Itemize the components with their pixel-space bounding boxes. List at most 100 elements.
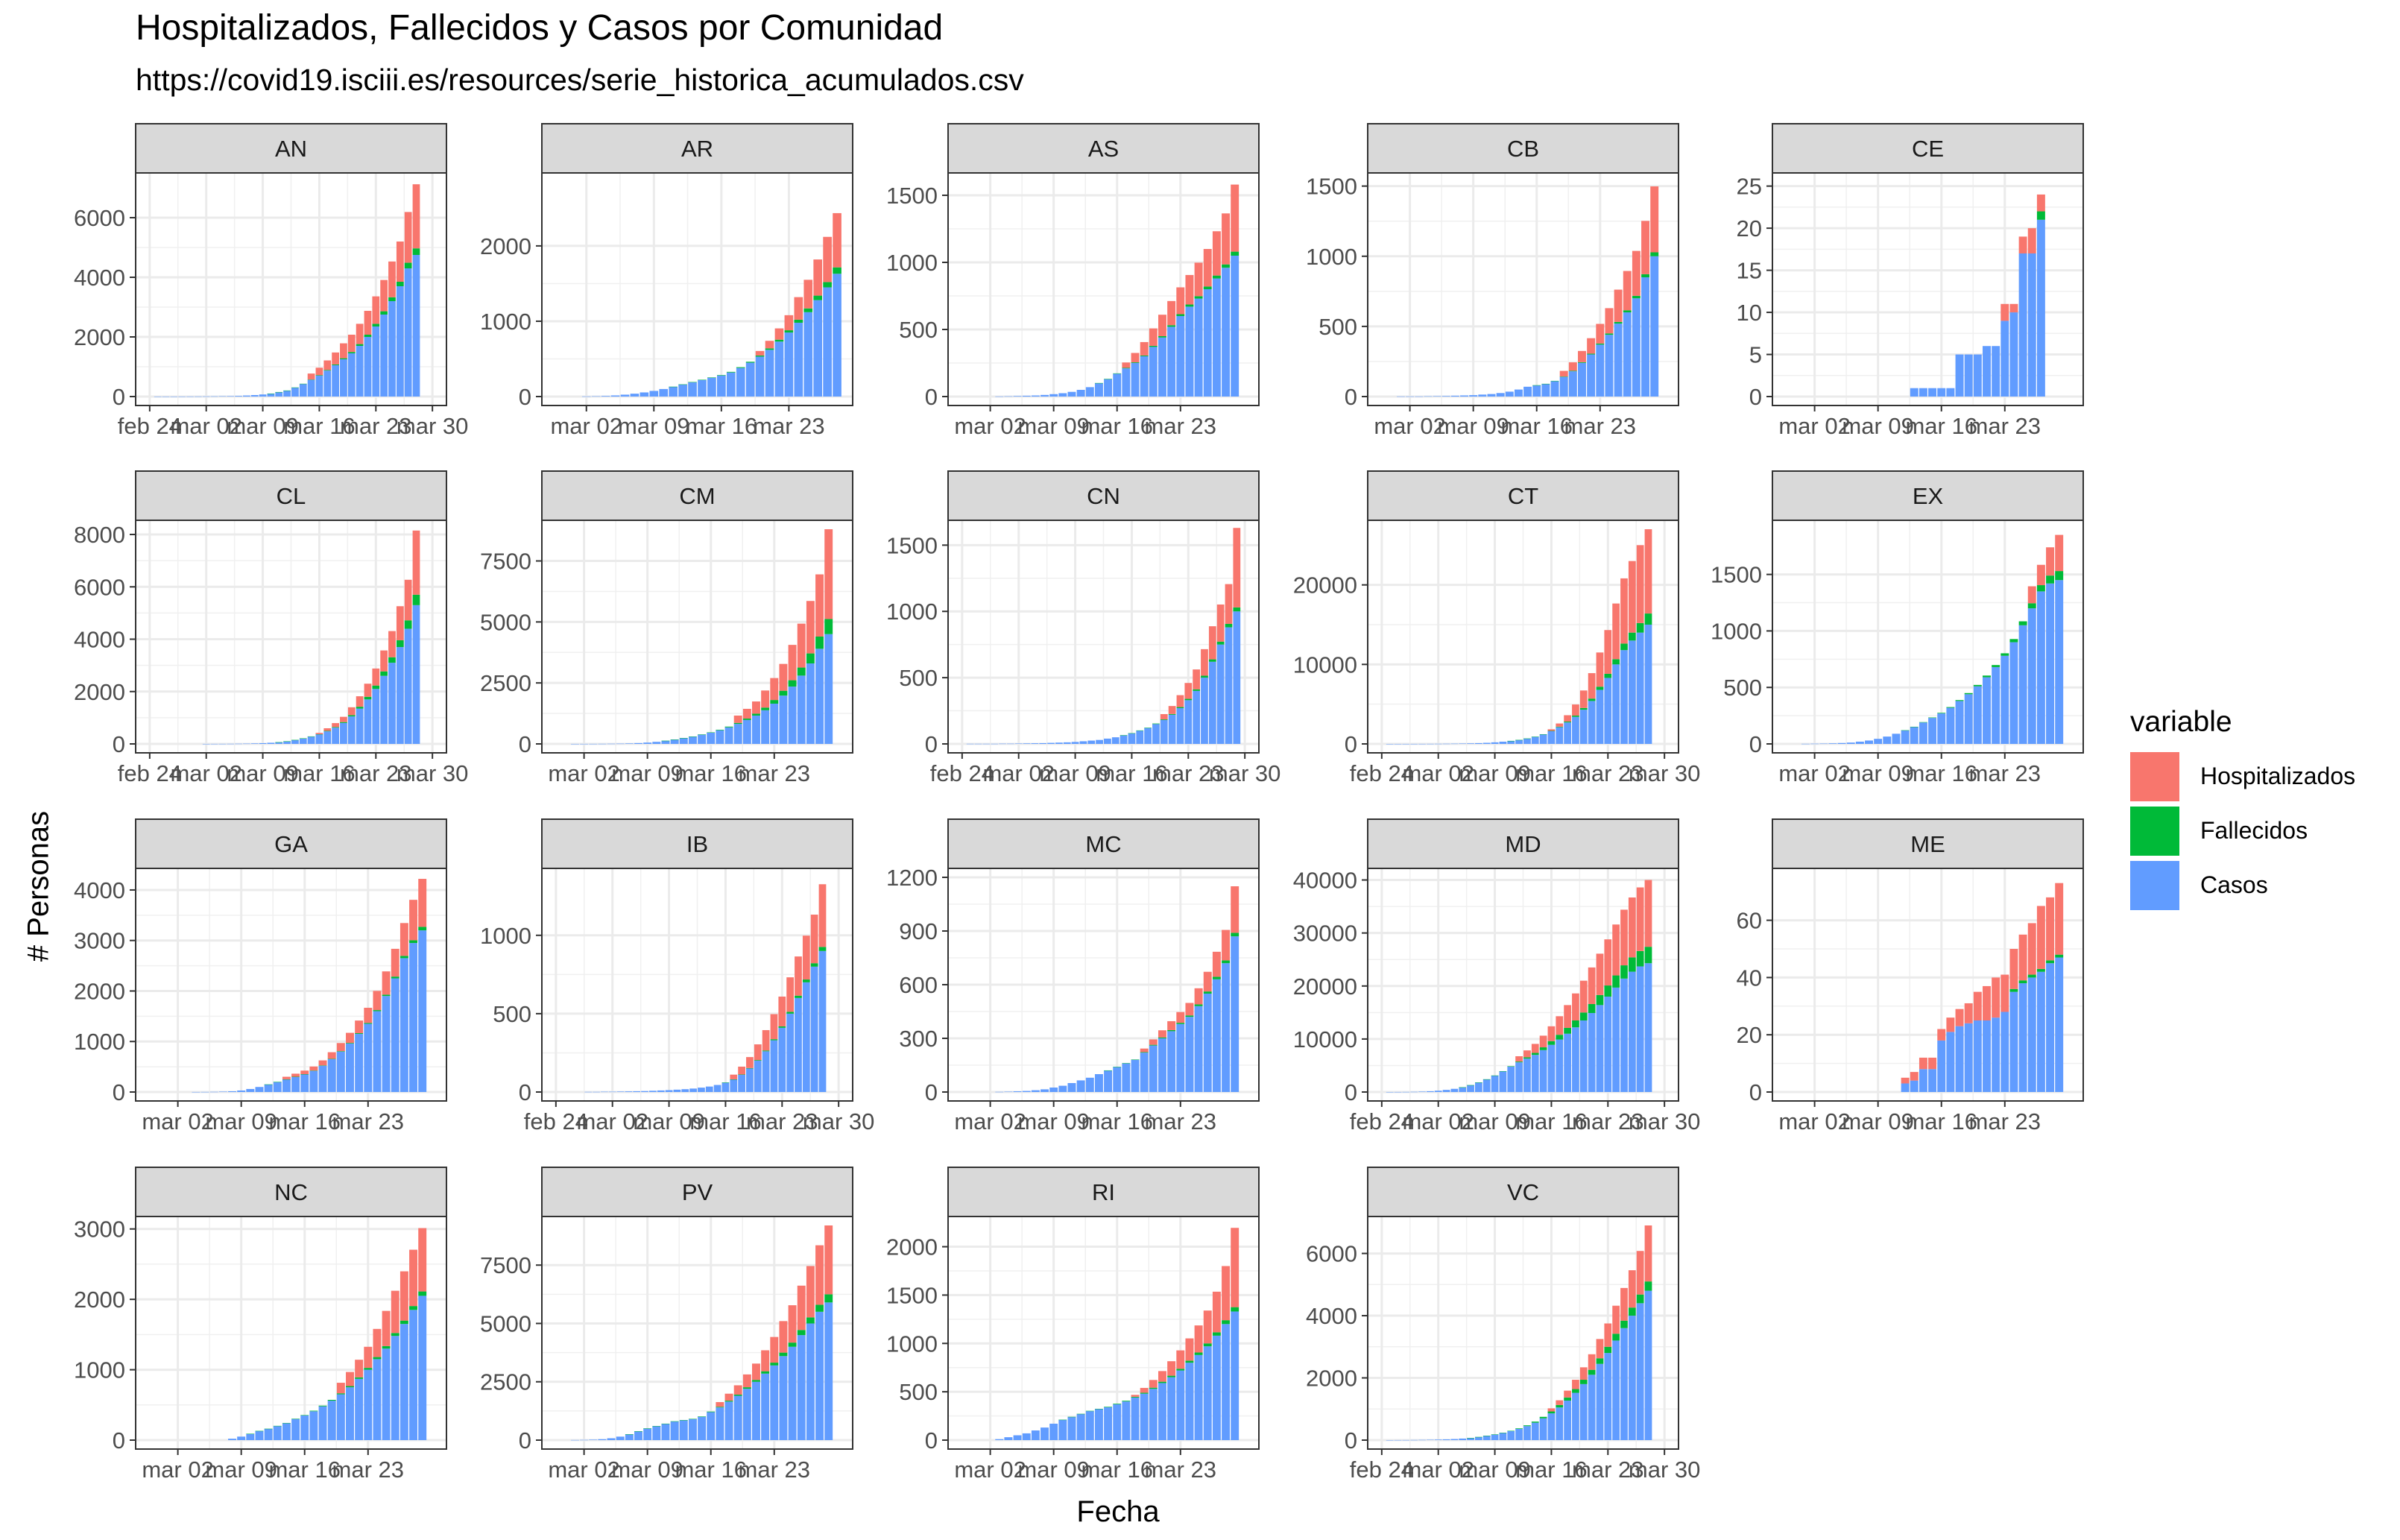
bar-casos xyxy=(634,1431,642,1440)
y-tick-label: 4000 xyxy=(74,265,125,291)
bar-fallecidos xyxy=(1612,1334,1620,1341)
bar-casos xyxy=(1185,306,1194,397)
bar-hospitalizados xyxy=(784,315,794,331)
x-tick-label: feb 24 xyxy=(930,760,994,786)
bar-hospitalizados xyxy=(1167,1020,1176,1030)
bar-fallecidos xyxy=(679,738,688,739)
bar-casos xyxy=(1983,1020,1991,1092)
bar-casos xyxy=(1222,1324,1231,1440)
bar-casos xyxy=(1901,730,1910,744)
bar-hospitalizados xyxy=(765,341,774,349)
panel-border xyxy=(947,1216,1260,1450)
bar-casos xyxy=(616,743,625,745)
panel-background xyxy=(542,1216,853,1449)
bar-casos xyxy=(1094,1409,1103,1440)
bar-fallecidos xyxy=(1579,707,1588,710)
bar-fallecidos xyxy=(356,707,364,709)
bar-fallecidos xyxy=(1992,665,2000,667)
y-tick-label: 0 xyxy=(519,384,531,410)
bar-hospitalizados xyxy=(1194,1325,1203,1353)
bar-hospitalizados xyxy=(1168,706,1176,714)
bar-casos xyxy=(1515,1062,1523,1092)
bar-fallecidos xyxy=(1152,723,1160,725)
bar-fallecidos xyxy=(1578,362,1586,363)
bar-casos xyxy=(670,739,679,744)
bar-casos xyxy=(995,1091,1004,1093)
bar-hospitalizados xyxy=(340,343,347,359)
x-tick-label: mar 02 xyxy=(954,1457,1026,1483)
panel-background xyxy=(948,173,1259,405)
bar-casos xyxy=(738,1074,745,1092)
bar-casos xyxy=(761,710,770,744)
bar-fallecidos xyxy=(1901,730,1910,731)
bar-fallecidos xyxy=(1094,382,1103,384)
bar-casos xyxy=(633,1091,641,1092)
bar-hospitalizados xyxy=(1208,626,1216,660)
bar-hospitalizados xyxy=(1160,714,1168,720)
y-tick-label: 0 xyxy=(113,1079,125,1105)
bar-fallecidos xyxy=(404,620,412,629)
bar-fallecidos xyxy=(736,367,745,368)
bar-casos xyxy=(1937,713,1946,744)
bar-fallecidos xyxy=(634,1431,642,1432)
bar-fallecidos xyxy=(1983,675,1991,678)
y-tick-label: 7500 xyxy=(480,549,531,575)
bar-fallecidos xyxy=(400,1320,408,1325)
x-tick-label: mar 16 xyxy=(686,413,757,439)
bar-hospitalizados xyxy=(332,352,339,365)
bar-casos xyxy=(1394,743,1402,745)
bar-fallecidos xyxy=(661,740,670,742)
bar-fallecidos xyxy=(1149,1044,1158,1046)
y-tick-label: 2000 xyxy=(74,978,125,1004)
bar-casos xyxy=(779,695,788,744)
bar-hospitalizados xyxy=(336,1383,345,1394)
x-tick-label: mar 02 xyxy=(548,1457,619,1483)
bar-fallecidos xyxy=(813,295,823,300)
bar-casos xyxy=(607,1438,616,1440)
x-tick-label: mar 09 xyxy=(205,1457,277,1483)
strip-label-vc: VC xyxy=(1507,1179,1539,1205)
bar-fallecidos xyxy=(795,995,802,998)
bar-casos xyxy=(803,312,813,397)
bar-hospitalizados xyxy=(716,1401,724,1407)
bar-casos xyxy=(1482,1079,1491,1092)
y-tick-label: 6000 xyxy=(1306,1241,1357,1267)
bar-casos xyxy=(1203,1346,1212,1440)
bar-hospitalizados xyxy=(1579,690,1588,708)
bar-casos xyxy=(267,394,275,397)
bar-hospitalizados xyxy=(1203,1310,1212,1344)
bar-casos xyxy=(1636,632,1644,744)
bar-hospitalizados xyxy=(2036,906,2045,969)
bar-casos xyxy=(218,743,227,745)
bar-casos xyxy=(1620,978,1628,1092)
bar-casos xyxy=(797,675,806,744)
x-tick-label: mar 23 xyxy=(1152,760,1224,786)
bar-hospitalizados xyxy=(1578,350,1586,362)
bar-casos xyxy=(300,1415,309,1440)
bar-casos xyxy=(1487,394,1496,397)
strip-label-ga: GA xyxy=(274,831,308,857)
bar-fallecidos xyxy=(2036,211,2045,220)
bar-fallecidos xyxy=(721,1082,730,1083)
bar-casos xyxy=(794,322,803,397)
bar-casos xyxy=(2018,625,2027,744)
bar-casos xyxy=(1496,393,1505,397)
x-tick-label: mar 02 xyxy=(954,413,1026,439)
bar-casos xyxy=(1564,1033,1571,1092)
bar-fallecidos xyxy=(1596,687,1604,690)
bar-casos xyxy=(1410,743,1418,745)
x-tick-label: mar 23 xyxy=(340,413,411,439)
bar-hospitalizados xyxy=(1632,250,1640,296)
bar-fallecidos xyxy=(1596,343,1605,345)
bar-casos xyxy=(210,743,218,745)
bar-casos xyxy=(1596,344,1605,397)
legend-label-hospitalizados: Hospitalizados xyxy=(2200,763,2356,789)
bar-casos xyxy=(673,1089,681,1092)
bar-hospitalizados xyxy=(412,530,420,595)
bar-hospitalizados xyxy=(1604,1323,1612,1347)
bar-fallecidos xyxy=(1212,1332,1221,1336)
bar-casos xyxy=(1140,356,1149,397)
y-tick-label: 1500 xyxy=(886,1282,938,1308)
bar-fallecidos xyxy=(669,386,678,388)
